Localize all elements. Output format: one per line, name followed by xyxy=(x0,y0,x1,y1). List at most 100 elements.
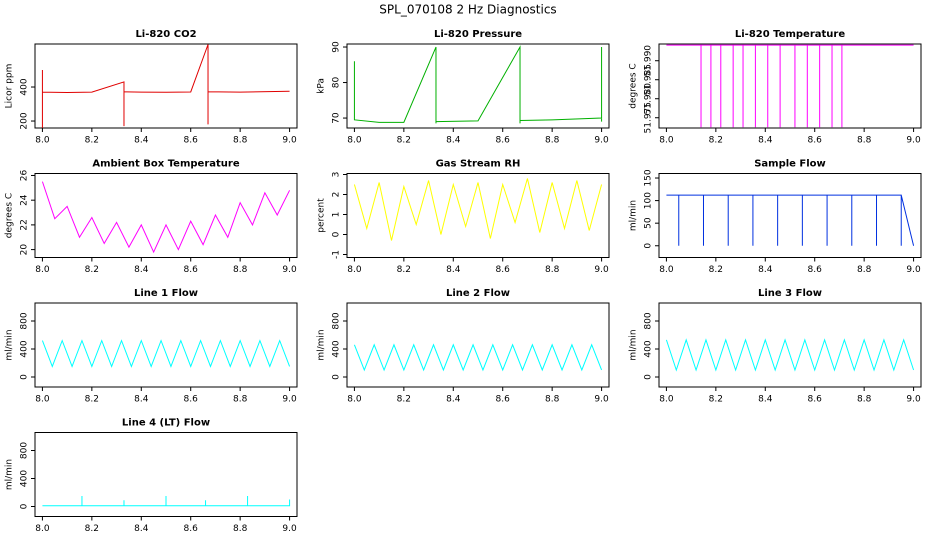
x-tick-label: 8.4 xyxy=(758,136,773,146)
plot-frame xyxy=(658,302,922,388)
panel-title: Li-820 Pressure xyxy=(434,29,522,40)
data-line xyxy=(353,178,603,241)
x-tick-label: 8.6 xyxy=(496,136,511,146)
y-tick-label: 800 xyxy=(20,312,30,329)
x-tick-label: 8.8 xyxy=(545,136,560,146)
x-tick-label: 8.8 xyxy=(857,395,872,405)
y-tick-label: 150 xyxy=(644,169,654,186)
x-tick-label: 8.4 xyxy=(134,265,149,275)
x-tick-label: 8.4 xyxy=(758,395,773,405)
x-tick-label: 8.2 xyxy=(85,524,99,534)
x-tick-label: 8.4 xyxy=(446,136,461,146)
x-tick-label: 8.2 xyxy=(85,395,99,405)
data-line xyxy=(666,44,914,128)
x-tick-label: 8.6 xyxy=(184,265,199,275)
y-tick-label: 51.980 xyxy=(644,83,654,115)
y-tick-label: 0 xyxy=(20,374,30,380)
x-tick-label: 8.2 xyxy=(397,136,411,146)
y-axis-label: Licor ppm xyxy=(5,64,15,109)
panel-title: Li-820 CO2 xyxy=(135,29,196,40)
x-tick-label: 8.4 xyxy=(134,136,149,146)
panel-title: Gas Stream RH xyxy=(436,159,521,170)
y-tick-label: 400 xyxy=(332,340,342,357)
y-axis-label: degrees C xyxy=(5,193,15,238)
data-line xyxy=(665,338,915,372)
x-tick-label: 8.2 xyxy=(709,136,723,146)
y-tick-label: 0 xyxy=(644,374,654,380)
y-tick-label: 26 xyxy=(20,169,30,181)
y-tick-label: 51.990 xyxy=(644,45,654,77)
y-tick-label: 400 xyxy=(20,340,30,357)
x-tick-label: 8.8 xyxy=(857,136,872,146)
x-tick-label: 8.8 xyxy=(233,524,248,534)
x-tick-label: 8.2 xyxy=(709,265,723,275)
data-line xyxy=(41,44,290,128)
x-tick-label: 8.0 xyxy=(659,265,674,275)
x-tick-label: 8.0 xyxy=(347,395,362,405)
x-tick-label: 8.4 xyxy=(446,395,461,405)
x-tick-label: 8.2 xyxy=(397,265,411,275)
y-tick-label: 1 xyxy=(332,212,342,218)
data-line xyxy=(666,194,915,246)
y-tick-label: -1 xyxy=(332,250,342,259)
panel-title: Sample Flow xyxy=(754,159,826,170)
y-tick-label: 400 xyxy=(644,340,654,357)
x-tick-label: 8.6 xyxy=(184,524,199,534)
y-tick-label: 0 xyxy=(332,231,342,237)
plot-frame xyxy=(34,43,298,129)
x-tick-label: 8.8 xyxy=(545,265,560,275)
y-tick-label: 51.985 xyxy=(644,64,654,96)
plot-frame xyxy=(34,173,298,258)
panel-title: Line 3 Flow xyxy=(758,288,822,299)
y-tick-label: 0 xyxy=(20,503,30,509)
y-axis-label: ml/min xyxy=(5,459,15,490)
plot-frame xyxy=(346,302,610,388)
x-tick-label: 8.6 xyxy=(808,265,823,275)
x-tick-label: 8.8 xyxy=(233,265,248,275)
x-tick-label: 9.0 xyxy=(906,136,921,146)
figure-title: SPL_070108 2 Hz Diagnostics xyxy=(379,3,556,17)
x-tick-label: 8.6 xyxy=(808,395,823,405)
plot-frame xyxy=(34,302,298,388)
x-tick-label: 8.8 xyxy=(857,265,872,275)
x-tick-label: 9.0 xyxy=(282,395,297,405)
data-line xyxy=(41,339,291,368)
x-tick-label: 9.0 xyxy=(282,136,297,146)
x-tick-label: 8.4 xyxy=(134,395,149,405)
x-tick-label: 9.0 xyxy=(594,136,609,146)
x-tick-label: 8.4 xyxy=(134,524,149,534)
y-axis-label: ml/min xyxy=(629,329,639,360)
panel-title: Li-820 Temperature xyxy=(735,29,845,40)
x-tick-label: 8.0 xyxy=(347,136,362,146)
x-tick-label: 8.8 xyxy=(233,136,248,146)
panel-title: Ambient Box Temperature xyxy=(92,159,239,170)
x-tick-label: 8.2 xyxy=(85,265,99,275)
y-tick-label: 2 xyxy=(332,192,342,198)
y-axis-label: kPa xyxy=(317,78,327,94)
y-axis-label: ml/min xyxy=(5,329,15,360)
x-tick-label: 9.0 xyxy=(282,524,297,534)
y-tick-label: 0 xyxy=(644,243,654,249)
x-tick-label: 8.6 xyxy=(808,136,823,146)
x-tick-label: 8.0 xyxy=(35,524,50,534)
x-tick-label: 8.6 xyxy=(184,395,199,405)
y-axis-label: degrees C xyxy=(629,63,639,108)
y-axis-label: percent xyxy=(317,198,327,233)
panel-title: Line 1 Flow xyxy=(134,288,198,299)
y-tick-label: 70 xyxy=(332,112,342,124)
plot-frame xyxy=(346,173,610,258)
x-tick-label: 8.6 xyxy=(496,395,511,405)
x-tick-label: 8.0 xyxy=(35,395,50,405)
x-tick-label: 9.0 xyxy=(594,265,609,275)
plot-frame xyxy=(658,43,922,129)
y-axis-label: ml/min xyxy=(629,200,639,231)
data-line xyxy=(353,45,603,124)
x-tick-label: 8.6 xyxy=(496,265,511,275)
x-tick-label: 8.2 xyxy=(709,395,723,405)
y-tick-label: 90 xyxy=(332,41,342,53)
x-tick-label: 8.2 xyxy=(85,136,99,146)
x-tick-label: 8.6 xyxy=(184,136,199,146)
y-tick-label: 80 xyxy=(332,77,342,89)
y-tick-label: 800 xyxy=(20,442,30,459)
